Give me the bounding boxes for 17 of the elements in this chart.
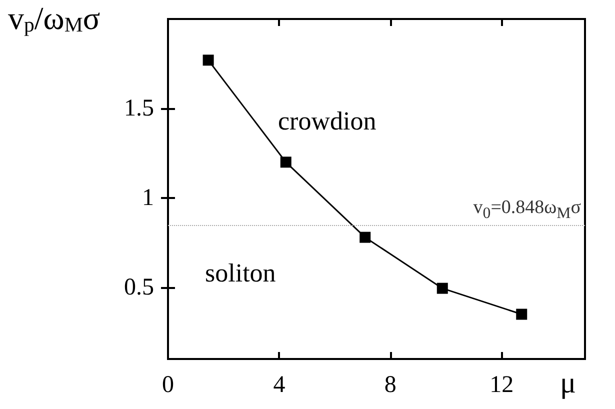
y-tick-label: 1.5 <box>124 95 154 122</box>
y-tick-label: 1 <box>142 184 154 211</box>
x-tick-label: 0 <box>162 372 174 398</box>
point <box>202 54 214 66</box>
point <box>280 156 292 168</box>
ref-line-label: v$_{0}$=0.848ω$_{M}$σ <box>473 196 581 222</box>
x-tick-label: 8 <box>384 372 396 398</box>
x-tick-label: 12 <box>490 372 514 398</box>
x-tick-label: 4 <box>273 372 286 398</box>
point <box>360 232 371 243</box>
y-axis-title: vp/ωMσ <box>8 0 100 37</box>
point <box>516 308 528 320</box>
annotation: soliton <box>205 258 276 288</box>
point <box>436 282 448 294</box>
annotation: crowdion <box>278 106 376 136</box>
x-axis-title: μ <box>560 366 576 400</box>
y-tick-label: 0.5 <box>124 274 154 300</box>
